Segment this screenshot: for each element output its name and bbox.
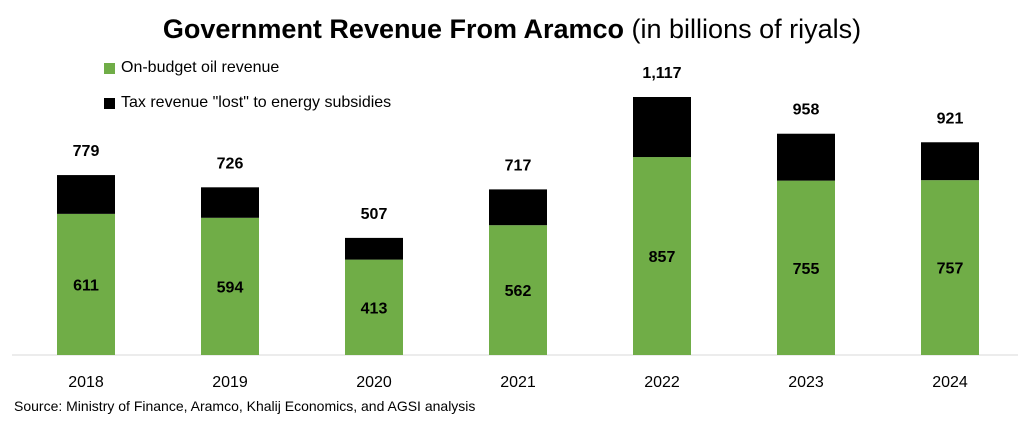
legend-swatch-black: [104, 97, 115, 109]
x-tick-label-2020: 2020: [356, 374, 392, 391]
data-label-total-2021: 717: [505, 157, 532, 174]
bar-subsidies-2024: [921, 142, 979, 181]
bars-group: 611 779 2018 594 726 2019 413 507 2020 562 717 2021…: [57, 65, 979, 391]
data-label-oil-revenue-2023: 755: [793, 261, 820, 278]
x-tick-label-2021: 2021: [500, 374, 536, 391]
legend-label-oil-revenue: On-budget oil revenue: [121, 59, 280, 76]
bar-subsidies-2018: [57, 175, 115, 214]
data-label-total-2018: 779: [73, 143, 100, 160]
data-label-oil-revenue-2021: 562: [505, 283, 532, 300]
bar-subsidies-2023: [777, 133, 835, 181]
x-tick-label-2022: 2022: [644, 374, 680, 391]
x-tick-label-2018: 2018: [68, 374, 104, 391]
chart-title-subtitle: (in billions of riyals): [631, 14, 862, 44]
data-label-oil-revenue-2024: 757: [937, 261, 964, 278]
legend-item-oil-revenue: On-budget oil revenue: [104, 58, 279, 78]
bar-oil-revenue-2024: [921, 180, 979, 355]
legend-item-subsidies: Tax revenue "lost" to energy subsidies: [104, 93, 391, 113]
x-tick-label-2019: 2019: [212, 374, 248, 391]
data-label-total-2022: 1,117: [642, 65, 681, 82]
data-label-total-2024: 921: [937, 110, 964, 127]
bar-subsidies-2022: [633, 97, 691, 158]
bar-subsidies-2021: [489, 189, 547, 226]
legend-label-subsidies: Tax revenue "lost" to energy subsidies: [121, 94, 392, 111]
bar-subsidies-2019: [201, 187, 259, 218]
bar-subsidies-2020: [345, 237, 403, 260]
legend-swatch-green: [104, 62, 115, 74]
x-tick-label-2024: 2024: [932, 374, 968, 391]
data-label-oil-revenue-2020: 413: [361, 300, 388, 317]
source-note: Source: Ministry of Finance, Aramco, Kha…: [14, 398, 476, 414]
data-label-total-2020: 507: [361, 206, 388, 223]
data-label-oil-revenue-2022: 857: [649, 249, 676, 266]
data-label-total-2023: 958: [793, 102, 820, 119]
bar-oil-revenue-2022: [633, 157, 691, 355]
bar-oil-revenue-2023: [777, 180, 835, 355]
bar-oil-revenue-2021: [489, 225, 547, 355]
data-label-total-2019: 726: [217, 155, 244, 172]
bar-oil-revenue-2019: [201, 217, 259, 355]
bar-oil-revenue-2020: [345, 259, 403, 355]
data-label-oil-revenue-2018: 611: [73, 277, 99, 294]
data-label-oil-revenue-2019: 594: [217, 279, 244, 296]
chart-title: Government Revenue From Aramco (in billi…: [0, 14, 1024, 45]
x-tick-label-2023: 2023: [788, 374, 824, 391]
chart-title-main: Government Revenue From Aramco: [162, 14, 625, 44]
bar-oil-revenue-2018: [57, 213, 115, 355]
